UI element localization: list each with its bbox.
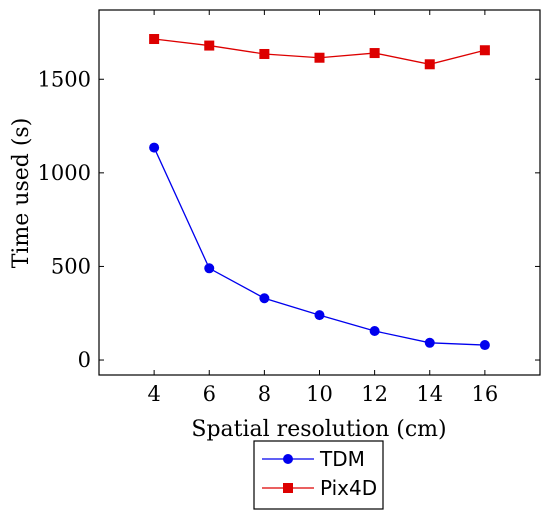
data-point-tdm [259, 293, 270, 304]
legend: TDM Pix4D [253, 440, 384, 510]
plot-area: 4 6 8 10 12 14 16 0 500 1000 1500 [38, 9, 541, 406]
x-tick-label: 16 [472, 382, 499, 406]
x-tick-label: 14 [416, 382, 443, 406]
legend-box [253, 440, 384, 510]
x-axis-label: Spatial resolution (cm) [191, 417, 446, 442]
data-point-pix4d [204, 40, 215, 51]
data-point-pix4d [424, 59, 435, 70]
legend-marker-pix4d [283, 483, 293, 493]
series-layer [149, 34, 490, 351]
x-axis-ticks: 4 6 8 10 12 14 16 [147, 10, 498, 406]
y-axis-label: Time used (s) [9, 118, 34, 269]
data-point-pix4d [369, 48, 380, 59]
y-tick-label: 0 [78, 348, 91, 372]
legend-label-tdm: TDM [319, 447, 365, 471]
data-point-pix4d [259, 48, 270, 59]
data-point-tdm [424, 337, 435, 348]
y-tick-label: 1000 [38, 161, 91, 185]
data-point-pix4d [479, 45, 490, 56]
x-tick-label: 4 [147, 382, 160, 406]
x-tick-label: 6 [203, 382, 216, 406]
x-tick-label: 10 [306, 382, 333, 406]
data-point-pix4d [149, 34, 160, 45]
plot-frame [98, 9, 541, 376]
data-point-tdm [149, 142, 160, 153]
y-axis-ticks: 0 500 1000 1500 [38, 67, 540, 372]
data-point-tdm [479, 340, 490, 351]
y-tick-label: 1500 [38, 67, 91, 91]
legend-marker-tdm [283, 454, 293, 464]
data-point-tdm [314, 310, 325, 321]
data-point-tdm [369, 326, 380, 337]
legend-label-pix4d: Pix4D [320, 476, 377, 500]
data-point-pix4d [314, 52, 325, 63]
x-tick-label: 12 [361, 382, 388, 406]
x-tick-label: 8 [258, 382, 271, 406]
y-tick-label: 500 [51, 254, 91, 278]
data-point-tdm [204, 263, 215, 274]
